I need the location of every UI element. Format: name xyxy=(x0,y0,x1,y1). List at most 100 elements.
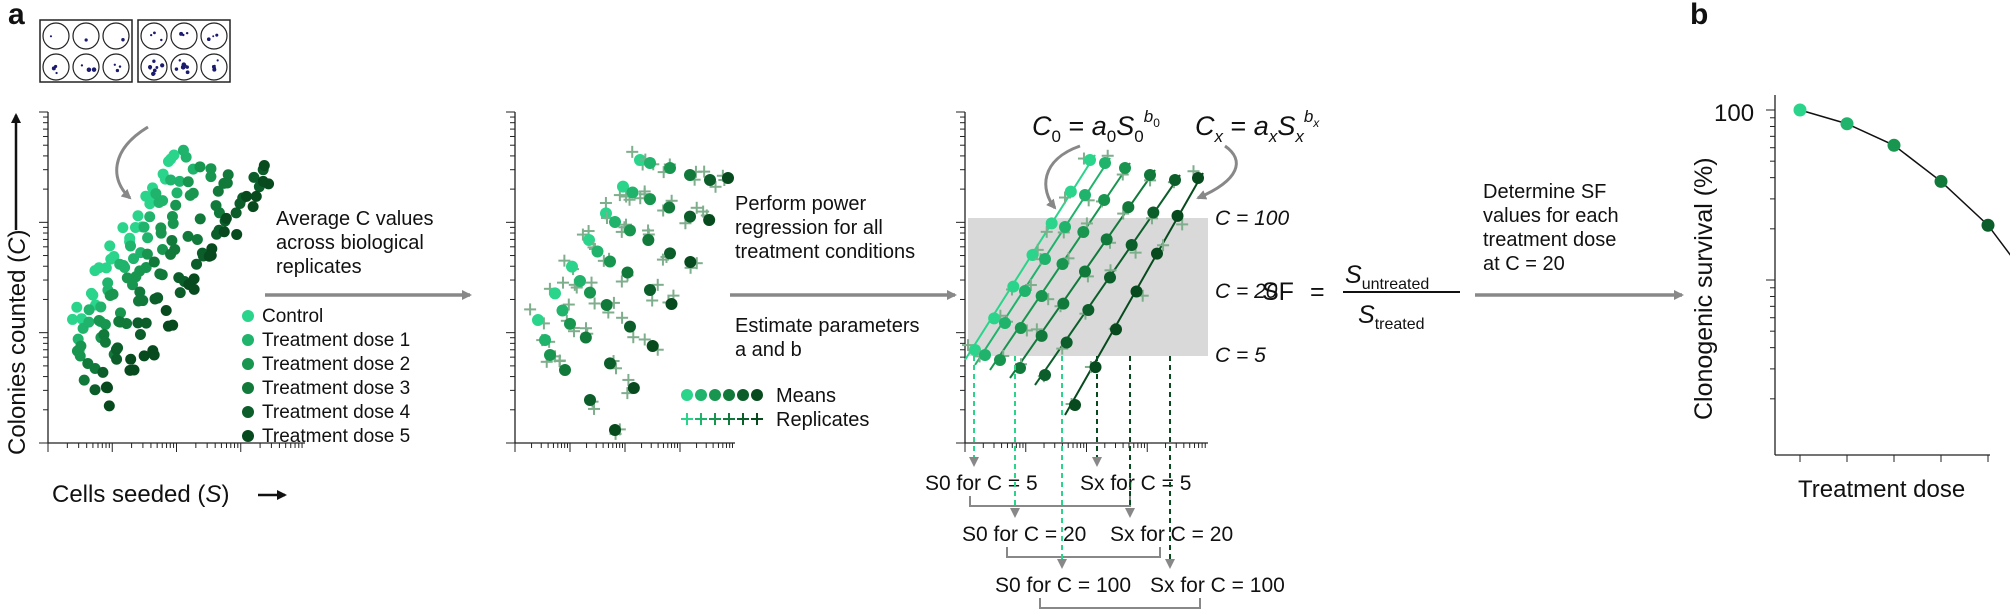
data-point xyxy=(160,304,172,316)
panel-b-label: b xyxy=(1690,0,1708,31)
data-point xyxy=(141,248,153,260)
data-point xyxy=(240,190,252,202)
mean-point xyxy=(665,298,678,310)
data-point xyxy=(125,353,137,365)
data-point xyxy=(218,226,230,238)
data-point xyxy=(83,304,95,316)
colony-dot xyxy=(215,33,219,37)
dish-well xyxy=(140,53,168,81)
plot2-axes xyxy=(506,111,735,452)
dish-well xyxy=(42,22,70,50)
mean-point xyxy=(624,320,636,333)
colony-dot xyxy=(151,71,156,76)
data-point xyxy=(248,171,260,183)
data-point xyxy=(148,349,160,361)
svg-text:Determine SF: Determine SF xyxy=(1483,181,1606,203)
data-point xyxy=(112,342,124,354)
mean-point xyxy=(1104,271,1116,284)
colony-dot xyxy=(118,65,122,68)
means-marker xyxy=(681,389,693,401)
data-point xyxy=(165,174,177,186)
data-point xyxy=(105,253,117,265)
data-point xyxy=(155,227,167,239)
data-point xyxy=(170,199,182,211)
data-point xyxy=(205,163,217,175)
s-readouts: S0 for C = 5 Sx for C = 5 S0 for C = 20 Sx … xyxy=(925,356,1285,609)
mean-point xyxy=(664,247,676,260)
mean-point xyxy=(609,216,621,228)
means-marker xyxy=(709,389,721,401)
data-point xyxy=(103,400,115,412)
colony-dot xyxy=(152,68,157,73)
s0-readout-label: S0 for C = 5 xyxy=(925,472,1038,495)
legend: Control Treatment dose 1 Treatment dose 2 T… xyxy=(242,306,411,447)
mean-point xyxy=(1014,362,1026,374)
data-point xyxy=(89,265,101,277)
plot2-points xyxy=(524,145,734,440)
data-point xyxy=(212,185,224,197)
data-point xyxy=(78,374,90,386)
step1-text: Average C values across biological repli… xyxy=(276,208,434,278)
means-label: Means xyxy=(776,385,836,407)
mean-point xyxy=(663,201,676,214)
mean-point xyxy=(704,174,716,186)
dish-well xyxy=(102,53,130,81)
colony-dot xyxy=(206,37,211,42)
data-point xyxy=(194,161,206,173)
mean-point xyxy=(684,169,696,181)
data-point xyxy=(140,317,152,329)
data-point xyxy=(75,340,87,352)
data-point xyxy=(144,211,156,223)
eq-control-arrow xyxy=(1044,144,1081,210)
data-point xyxy=(100,262,112,274)
colony-dot xyxy=(185,70,190,75)
data-point xyxy=(166,235,178,247)
colony-dot xyxy=(185,31,189,35)
colony-dot xyxy=(152,59,156,63)
mean-point xyxy=(624,224,636,237)
svg-text:SF: SF xyxy=(1262,278,1294,306)
mean-point xyxy=(1039,253,1051,265)
data-point xyxy=(205,171,217,183)
mean-point xyxy=(604,357,616,370)
sf-formula: SF = Suntreated Streated xyxy=(1262,261,1460,333)
mean-point xyxy=(703,214,716,226)
mean-point xyxy=(564,317,576,330)
data-point xyxy=(128,364,140,376)
data-point xyxy=(101,382,113,394)
mean-point xyxy=(609,424,621,436)
step2-text: Perform power regression for all treatme… xyxy=(735,193,915,263)
data-point xyxy=(111,353,123,365)
legend-marker xyxy=(242,430,254,442)
data-point xyxy=(157,244,169,256)
panel-b-y-axis-label: Clonogenic survival (%) xyxy=(1690,157,1718,420)
panel-b-x-axis-label: Treatment dose xyxy=(1798,476,1965,503)
data-point xyxy=(138,221,150,233)
eq-control: C0 = a0S0b0 xyxy=(1032,107,1160,146)
mean-point xyxy=(722,172,734,184)
colony-dot xyxy=(150,34,153,37)
mean-point xyxy=(1147,206,1160,219)
mean-point xyxy=(591,245,604,258)
colony-dish-images xyxy=(39,19,231,83)
colony-dot xyxy=(84,38,88,42)
replicates-label: Replicates xyxy=(776,409,869,431)
mean-point xyxy=(1069,399,1081,411)
sx-readout-label: Sx for C = 100 xyxy=(1150,574,1285,597)
data-point xyxy=(174,287,186,299)
mean-point xyxy=(1110,323,1122,336)
data-point xyxy=(203,250,215,262)
colony-dot xyxy=(179,31,184,36)
legend-label: Treatment dose 1 xyxy=(262,330,410,351)
panel-a-label: a xyxy=(8,0,25,31)
data-point xyxy=(133,295,145,307)
mean-point xyxy=(1099,157,1111,169)
sx-readout-label: Sx for C = 20 xyxy=(1110,523,1233,546)
mean-point xyxy=(1122,201,1135,214)
mean-point xyxy=(600,207,612,220)
mean-point xyxy=(532,314,544,326)
data-point xyxy=(174,175,186,187)
mean-point xyxy=(1151,247,1163,260)
mean-point xyxy=(549,287,561,300)
mean-point xyxy=(544,349,556,361)
